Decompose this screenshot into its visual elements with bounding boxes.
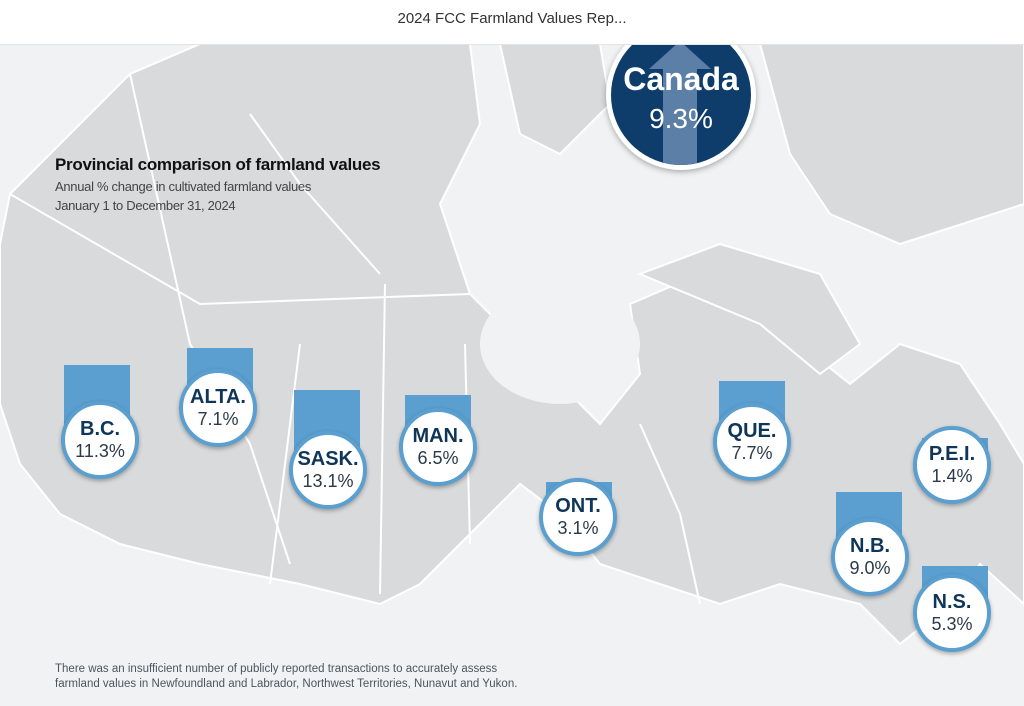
map-subtitle: Annual % change in cultivated farmland v…	[55, 179, 312, 194]
map-period: January 1 to December 31, 2024	[55, 198, 236, 213]
province-badge: QUE. 7.7%	[713, 403, 791, 481]
province-name: MAN.	[412, 425, 464, 447]
province-name: QUE.	[727, 420, 777, 442]
footnote-line-1: There was an insufficient number of publ…	[55, 663, 498, 675]
land-arctic	[498, 44, 612, 156]
border-60th	[9, 193, 471, 306]
province-name: N.B.	[850, 535, 890, 557]
province-name: ONT.	[555, 495, 601, 517]
province-badge: N.B. 9.0%	[831, 518, 909, 596]
province-name: N.S.	[932, 591, 972, 613]
hudson-bay	[480, 284, 640, 404]
province-value: 7.1%	[197, 409, 239, 429]
province-badge: MAN. 6.5%	[399, 408, 477, 486]
border-sask-man	[379, 283, 386, 595]
province-value: 6.5%	[417, 448, 459, 468]
province-name: B.C.	[80, 418, 120, 440]
footnote: There was an insufficient number of publ…	[55, 662, 517, 692]
province-badge: ALTA. 7.1%	[179, 369, 257, 447]
land-labrador	[637, 242, 862, 376]
arrow-up-icon-head	[649, 41, 711, 69]
border-territories	[249, 113, 381, 275]
window-title-bar: 2024 FCC Farmland Values Rep...	[0, 0, 1024, 45]
province-value: 3.1%	[557, 518, 599, 538]
province-badge: N.S. 5.3%	[913, 574, 991, 652]
province-name: P.E.I.	[928, 443, 976, 465]
province-name: SASK.	[297, 448, 359, 470]
land-arctic-east	[758, 44, 1024, 246]
border-ont-que	[639, 423, 701, 605]
province-value: 9.0%	[849, 558, 891, 578]
map-title: Provincial comparison of farmland values	[55, 155, 381, 174]
province-badge: SASK. 13.1%	[289, 431, 367, 509]
footnote-line-2: farmland values in Newfoundland and Labr…	[55, 678, 518, 690]
map-heading: Provincial comparison of farmland values…	[55, 155, 381, 213]
arrow-up-icon	[663, 65, 697, 165]
border-alta-sask	[269, 343, 301, 585]
canada-value: 9.3%	[649, 103, 713, 134]
province-value: 13.1%	[302, 471, 354, 491]
province-value: 5.3%	[931, 614, 973, 634]
canada-label: Canada	[623, 61, 739, 97]
province-badge: P.E.I. 1.4%	[913, 426, 991, 504]
province-badge: ONT. 3.1%	[539, 478, 617, 556]
canada-badge: Canada 9.3%	[606, 20, 756, 170]
province-value: 11.3%	[75, 441, 125, 461]
canada-map	[0, 44, 1024, 646]
province-value: 7.7%	[731, 443, 773, 463]
province-badge: B.C. 11.3%	[61, 401, 139, 479]
province-name: ALTA.	[190, 386, 246, 408]
window-title: 2024 FCC Farmland Values Rep...	[397, 10, 627, 27]
province-value: 1.4%	[931, 466, 973, 486]
